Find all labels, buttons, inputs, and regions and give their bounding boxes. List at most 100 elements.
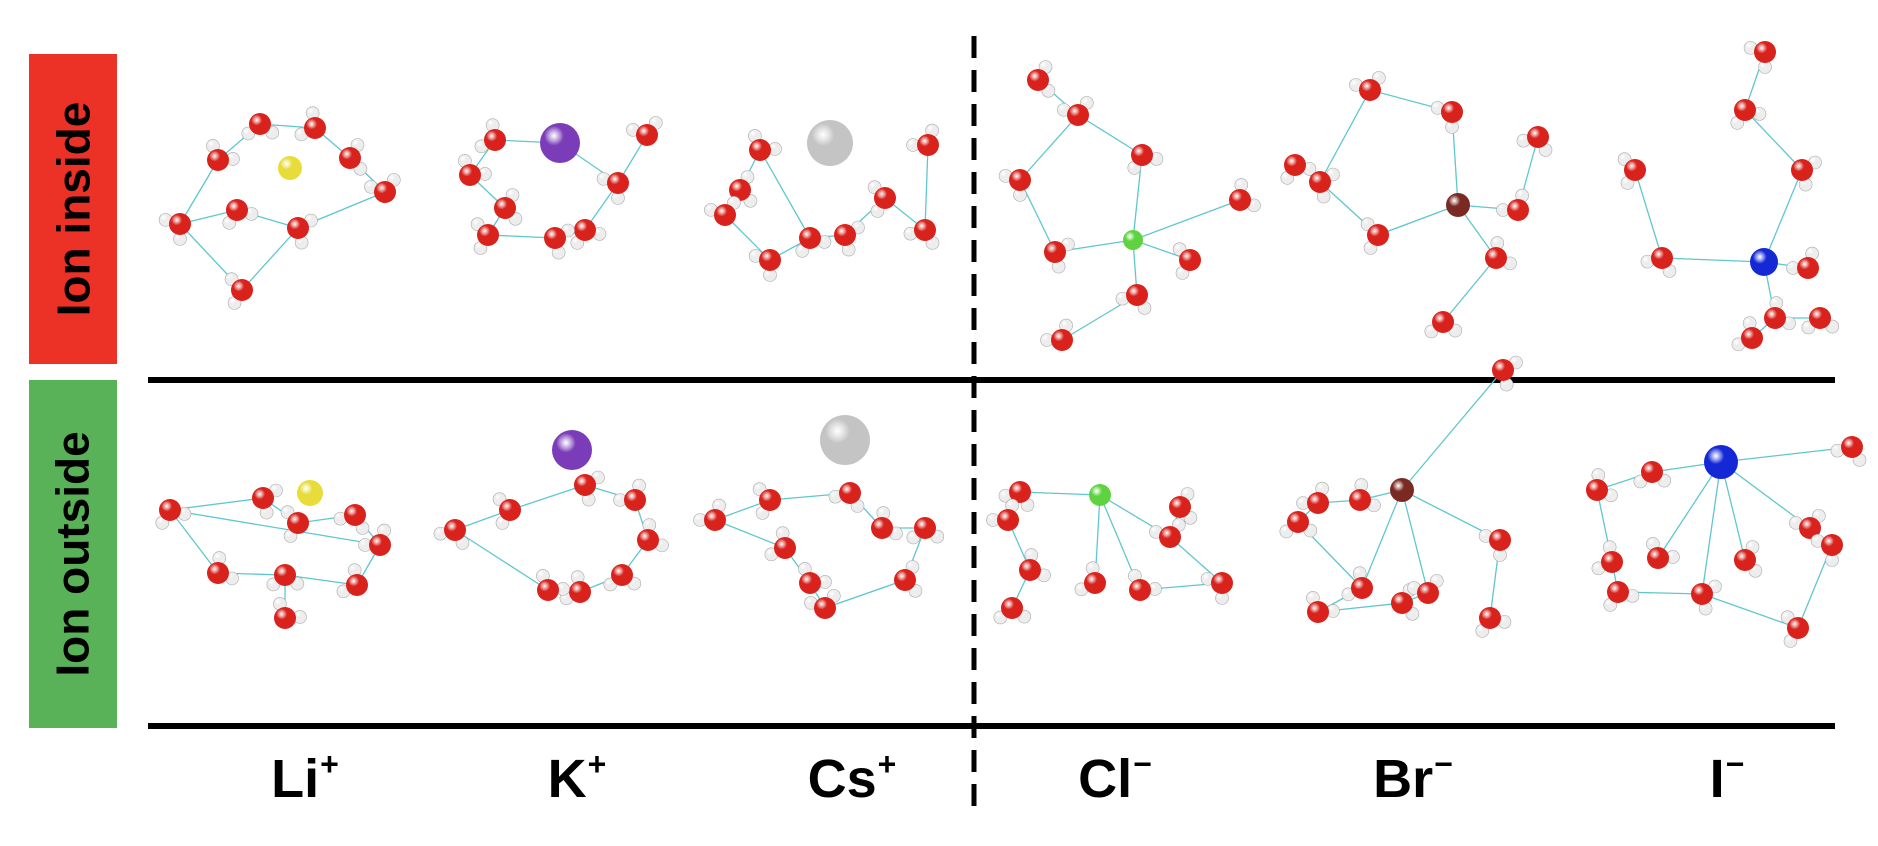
oxygen-atom (249, 113, 271, 135)
oxygen-atom (1211, 572, 1233, 594)
oxygen-atom (484, 129, 506, 151)
oxygen-atom (1009, 169, 1031, 191)
hydrogen-bond (1132, 199, 1241, 241)
oxygen-atom (1229, 189, 1251, 211)
oxygen-atom (1051, 329, 1073, 351)
ion-atom (540, 123, 580, 163)
cluster-li-inside (158, 106, 401, 310)
ion-atom (1123, 230, 1143, 250)
oxygen-atom (207, 149, 229, 171)
cluster-i-outside (1586, 436, 1867, 648)
oxygen-atom (1367, 224, 1389, 246)
cluster-cs-outside (693, 415, 945, 619)
cluster-br-inside (1280, 71, 1553, 339)
oxygen-atom (304, 117, 326, 139)
oxygen-atom (1489, 529, 1511, 551)
hydrogen-bond (179, 159, 219, 225)
hydrogen-bond (759, 149, 811, 239)
bottom-baseline (148, 723, 1835, 729)
oxygen-atom (799, 572, 821, 594)
oxygen-atom (607, 172, 629, 194)
oxygen-atom (759, 489, 781, 511)
oxygen-atom (834, 224, 856, 246)
oxygen-atom (374, 181, 396, 203)
ion-label-k: K+ (547, 746, 607, 809)
oxygen-atom (1287, 511, 1309, 533)
ion-outside-label: Ion outside (29, 380, 117, 728)
ion-atom (1446, 193, 1470, 217)
hydrogen-bond (1720, 446, 1853, 463)
oxygen-atom (1129, 579, 1151, 601)
oxygen-atom (1309, 171, 1331, 193)
ion-atom (1089, 484, 1111, 506)
oxygen-atom (1764, 307, 1786, 329)
oxygen-atom (459, 164, 481, 186)
oxygen-atom (1821, 534, 1843, 556)
oxygen-atom (346, 574, 368, 596)
oxygen-atom (287, 512, 309, 534)
oxygen-atom (344, 504, 366, 526)
ion-label-i: I− (1709, 746, 1745, 809)
oxygen-atom (1432, 311, 1454, 333)
hydrogen-bond (1701, 593, 1799, 629)
oxygen-atom (1787, 617, 1809, 639)
oxygen-atom (477, 224, 499, 246)
oxygen-atom (1019, 559, 1041, 581)
hydrogen-bond (1657, 461, 1722, 559)
oxygen-atom (1799, 517, 1821, 539)
hydrogen-bond (284, 574, 358, 586)
hydrogen-bond (714, 519, 786, 549)
oxygen-atom (1349, 489, 1371, 511)
cluster-br-outside (1279, 355, 1523, 638)
oxygen-atom (1791, 159, 1813, 181)
oxygen-atom (917, 134, 939, 156)
oxygen-atom (1169, 496, 1191, 518)
cluster-k-outside (433, 430, 669, 606)
hydrogen-bond (1763, 169, 1803, 263)
cluster-li-outside (155, 480, 391, 629)
ion-atom (820, 415, 870, 465)
oxygen-atom (287, 217, 309, 239)
oxygen-atom (1527, 126, 1549, 148)
oxygen-atom (611, 564, 633, 586)
oxygen-atom (799, 227, 821, 249)
oxygen-atom (574, 219, 596, 241)
oxygen-atom (444, 519, 466, 541)
oxygen-atom (1641, 461, 1663, 483)
oxygen-atom (1647, 547, 1669, 569)
oxygen-atom (1485, 247, 1507, 269)
oxygen-atom (252, 487, 274, 509)
hydrogen-bond (169, 509, 381, 546)
oxygen-atom (226, 199, 248, 221)
oxygen-atom (207, 562, 229, 584)
oxygen-atom (569, 581, 591, 603)
hydrogen-bond (454, 529, 549, 591)
oxygen-atom (1651, 247, 1673, 269)
ion-atom (297, 480, 323, 506)
oxygen-atom (1734, 549, 1756, 571)
ion-label-cl: Cl− (1078, 746, 1152, 809)
oxygen-atom (1797, 257, 1819, 279)
ion-atom (807, 120, 853, 166)
hydrogen-bond (1634, 169, 1663, 259)
oxygen-atom (871, 517, 893, 539)
hydrogen-bond (1319, 89, 1371, 183)
oxygen-atom (914, 219, 936, 241)
oxygen-atom (1126, 284, 1148, 306)
oxygen-atom (637, 529, 659, 551)
oxygen-atom (1586, 479, 1608, 501)
oxygen-atom (1492, 359, 1514, 381)
oxygen-atom (1734, 99, 1756, 121)
oxygen-atom (997, 509, 1019, 531)
row-divider-line (148, 377, 1835, 383)
oxygen-atom (1601, 551, 1623, 573)
oxygen-atom (624, 489, 646, 511)
ion-label-li: Li+ (271, 746, 339, 809)
oxygen-atom (1159, 526, 1181, 548)
oxygen-atom (1009, 481, 1031, 503)
oxygen-atom (494, 197, 516, 219)
cluster-cs-inside (704, 120, 940, 282)
oxygen-atom (1001, 597, 1023, 619)
oxygen-atom (274, 607, 296, 629)
